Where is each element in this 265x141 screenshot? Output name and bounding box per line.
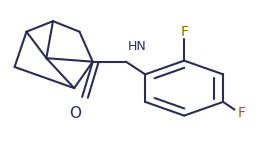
Text: F: F — [237, 106, 245, 120]
Text: F: F — [180, 25, 188, 39]
Text: HN: HN — [128, 40, 147, 53]
Text: O: O — [69, 106, 82, 121]
